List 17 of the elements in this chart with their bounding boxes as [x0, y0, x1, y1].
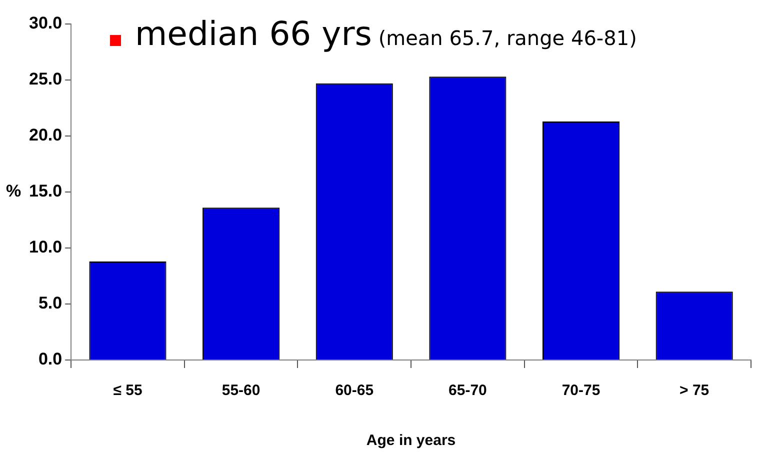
y-tick-label: 25.0 [28, 70, 62, 89]
x-tick-label: > 75 [680, 382, 710, 400]
y-axis-title: % [6, 182, 22, 201]
y-tick-label: 10.0 [28, 238, 62, 257]
y-tick-label: 5.0 [38, 294, 62, 313]
annotation: median 66 yrs [135, 14, 372, 53]
y-tick-label: 15.0 [28, 182, 62, 201]
y-tick-label: 0.0 [38, 350, 62, 369]
annotation: (mean 65.7, range 46-81) [377, 26, 637, 50]
y-tick-label: 20.0 [28, 126, 62, 145]
y-tick-label: 30.0 [28, 14, 62, 33]
x-tick-label: 55-60 [222, 382, 260, 400]
x-tick-label: 70-75 [562, 382, 600, 400]
x-tick-label: 65-70 [448, 382, 487, 400]
x-tick-label: 60-65 [335, 382, 374, 400]
x-tick-label: ≤ 55 [113, 382, 142, 400]
x-axis-title: Age in years [366, 432, 456, 450]
